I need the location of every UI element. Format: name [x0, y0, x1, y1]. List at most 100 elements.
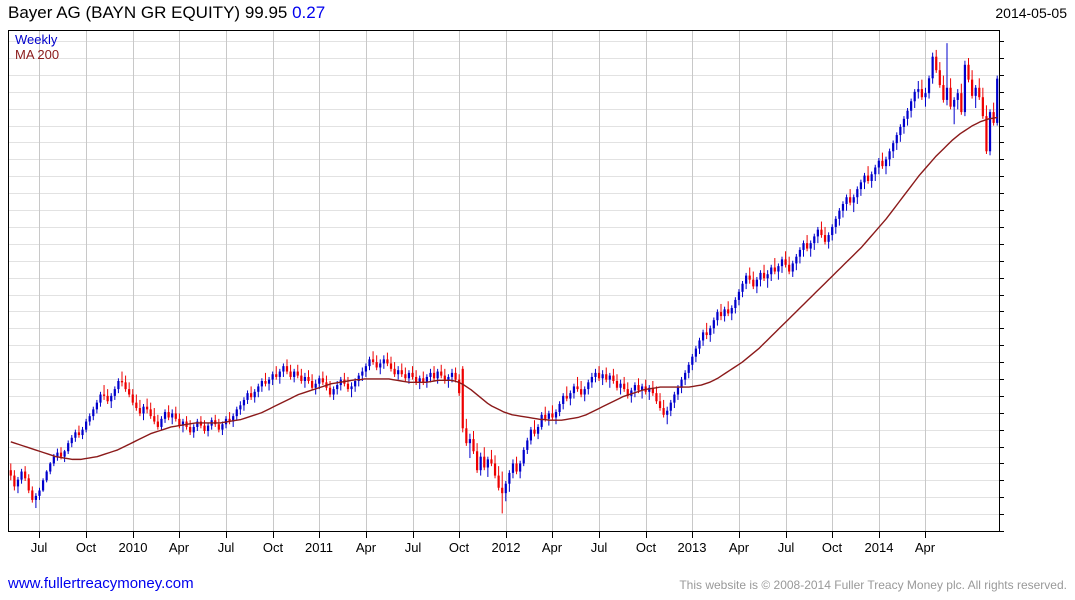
y-tick-minor: [1000, 159, 1004, 160]
gridline-minor: [9, 278, 999, 279]
gridline-minor: [9, 142, 999, 143]
as-of-date: 2014-05-05: [995, 5, 1067, 21]
gridline-minor: [9, 396, 999, 397]
x-tick: [552, 532, 553, 538]
y-tick-minor: [1000, 396, 1004, 397]
x-axis-label: Oct: [75, 540, 97, 555]
y-tick-minor: [1000, 92, 1004, 93]
x-axis-label: Jul: [777, 540, 795, 555]
gridline-minor: [9, 311, 999, 312]
price-plot-area[interactable]: Weekly MA 200: [8, 30, 1000, 532]
gridline-minor: [9, 413, 999, 414]
y-tick-minor: [1000, 328, 1004, 329]
y-tick-minor: [1000, 58, 1004, 59]
x-axis-label: 2014: [864, 540, 894, 555]
gridline-minor: [9, 379, 999, 380]
y-tick-minor: [1000, 210, 1004, 211]
y-axis: [1000, 30, 1075, 532]
x-tick: [879, 532, 880, 538]
gridline-minor: [9, 58, 999, 59]
gridline-minor: [9, 497, 999, 498]
gridline-vertical: [646, 31, 647, 531]
gridline-minor: [9, 126, 999, 127]
x-tick: [692, 532, 693, 538]
y-tick-minor: [1000, 463, 1004, 464]
x-tick: [226, 532, 227, 538]
y-tick-minor: [1000, 362, 1004, 363]
x-tick: [179, 532, 180, 538]
y-tick-minor: [1000, 244, 1004, 245]
gridline-vertical: [506, 31, 507, 531]
y-tick-minor: [1000, 142, 1004, 143]
instrument-name: Bayer AG (BAYN GR EQUITY): [8, 3, 241, 22]
gridline-vertical: [786, 31, 787, 531]
gridline-vertical: [832, 31, 833, 531]
gridline-minor: [9, 480, 999, 481]
last-price: 99.95: [244, 3, 288, 22]
y-tick-minor: [1000, 176, 1004, 177]
gridline-vertical: [925, 31, 926, 531]
gridline-vertical: [552, 31, 553, 531]
gridline-minor: [9, 514, 999, 515]
gridline-vertical: [879, 31, 880, 531]
grid-lines: [9, 31, 999, 531]
x-tick: [506, 532, 507, 538]
gridline-minor: [9, 295, 999, 296]
gridline-minor: [9, 92, 999, 93]
x-axis-label: Jul: [30, 540, 48, 555]
y-tick-minor: [1000, 345, 1004, 346]
y-tick-minor: [1000, 430, 1004, 431]
legend-item-ma200: MA 200: [15, 46, 60, 62]
gridline-vertical: [599, 31, 600, 531]
x-axis-label: Apr: [728, 540, 750, 555]
gridline-vertical: [179, 31, 180, 531]
gridline-minor: [9, 430, 999, 431]
gridline-vertical: [226, 31, 227, 531]
chart-header: Bayer AG (BAYN GR EQUITY) 99.95 0.27 201…: [0, 0, 1075, 28]
y-tick-minor: [1000, 311, 1004, 312]
gridline-minor: [9, 261, 999, 262]
gridline-minor: [9, 210, 999, 211]
gridline-minor: [9, 463, 999, 464]
y-tick-minor: [1000, 261, 1004, 262]
x-axis-label: 2011: [305, 540, 333, 555]
gridline-vertical: [86, 31, 87, 531]
price-change: 0.27: [292, 3, 326, 22]
y-tick-minor: [1000, 109, 1004, 110]
gridline-minor: [9, 447, 999, 448]
x-tick: [39, 532, 40, 538]
gridline-vertical: [739, 31, 740, 531]
chart-footer: www.fullertreacymoney.com This website i…: [0, 572, 1075, 600]
y-tick-minor: [1000, 227, 1004, 228]
x-tick: [319, 532, 320, 538]
gridline-minor: [9, 75, 999, 76]
gridline-vertical: [366, 31, 367, 531]
x-tick: [646, 532, 647, 538]
instrument-title-group: Bayer AG (BAYN GR EQUITY) 99.95 0.27: [8, 3, 325, 23]
x-tick: [86, 532, 87, 538]
y-tick-minor: [1000, 379, 1004, 380]
gridline-minor: [9, 109, 999, 110]
y-tick-minor: [1000, 514, 1004, 515]
y-tick-minor: [1000, 75, 1004, 76]
gridline-minor: [9, 176, 999, 177]
x-tick: [133, 532, 134, 538]
site-url-link[interactable]: www.fullertreacymoney.com: [8, 575, 194, 592]
x-tick: [273, 532, 274, 538]
gridline-minor: [9, 193, 999, 194]
x-axis-label: Jul: [404, 540, 422, 555]
gridline-vertical: [319, 31, 320, 531]
gridline-minor: [9, 159, 999, 160]
y-tick-minor: [1000, 497, 1004, 498]
x-axis-label: Oct: [635, 540, 657, 555]
gridline-minor: [9, 244, 999, 245]
x-axis: Jul Oct 2010 Apr Jul Oct 2011 Apr Jul Oct 2012 Apr J…: [8, 532, 1000, 562]
gridline-vertical: [413, 31, 414, 531]
gridline-vertical: [39, 31, 40, 531]
y-tick-minor: [1000, 413, 1004, 414]
gridline-vertical: [133, 31, 134, 531]
x-axis-label: Apr: [541, 540, 563, 555]
gridline-minor: [9, 362, 999, 363]
y-tick-minor: [1000, 531, 1004, 532]
